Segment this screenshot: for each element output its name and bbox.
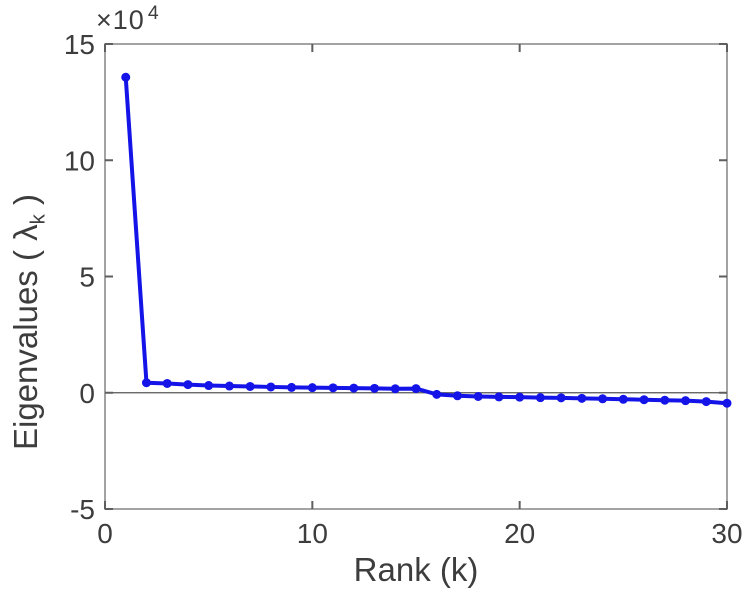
data-point xyxy=(535,393,545,403)
data-point xyxy=(370,383,380,393)
data-point xyxy=(681,396,691,406)
data-point xyxy=(660,395,670,405)
y-tick-label: 5 xyxy=(79,262,95,293)
data-point xyxy=(556,393,566,403)
ylabel-text: Eigenvalues ( xyxy=(7,240,44,450)
y-tick-label: -5 xyxy=(70,494,95,525)
data-line xyxy=(123,75,729,406)
data-point xyxy=(307,383,317,393)
ylabel-subscript: k xyxy=(26,214,50,225)
data-point xyxy=(266,382,276,392)
data-point xyxy=(473,391,483,401)
data-point xyxy=(494,392,504,402)
x-axis-title: Rank (k) xyxy=(353,551,479,588)
data-point xyxy=(183,380,193,390)
data-point xyxy=(204,381,214,391)
data-point xyxy=(245,381,255,391)
y-tick-label: 10 xyxy=(64,145,95,176)
data-point xyxy=(349,383,359,393)
data-point xyxy=(598,394,608,404)
data-point xyxy=(577,393,587,403)
y-tick-label: 15 xyxy=(64,29,95,60)
data-point xyxy=(515,392,525,402)
y-axis-exponent-label: ×10 4 xyxy=(96,2,160,36)
y-tick-label: 0 xyxy=(79,378,95,409)
exponent-base: ×10 xyxy=(96,5,145,35)
ylabel-lambda: λ xyxy=(7,224,44,241)
data-point xyxy=(722,398,732,408)
data-point xyxy=(639,395,649,405)
exponent-power: 4 xyxy=(147,2,160,24)
data-point xyxy=(411,384,421,394)
data-point xyxy=(328,383,338,393)
data-point xyxy=(432,389,442,399)
data-point xyxy=(121,72,131,82)
ylabel-close-paren: ) xyxy=(7,193,44,215)
data-point xyxy=(452,391,462,401)
y-axis-title: Eigenvalues ( λk ) xyxy=(7,194,51,450)
x-tick-label: 0 xyxy=(97,518,113,549)
data-point xyxy=(618,394,628,404)
data-point xyxy=(701,397,711,407)
data-point xyxy=(287,382,297,392)
axis-box xyxy=(104,43,728,510)
data-point xyxy=(224,381,234,391)
x-tick-label: 30 xyxy=(711,518,742,549)
data-point xyxy=(390,384,400,394)
data-point xyxy=(141,378,151,388)
x-tick-label: 10 xyxy=(297,518,328,549)
data-point xyxy=(162,378,172,388)
x-tick-label: 20 xyxy=(504,518,535,549)
